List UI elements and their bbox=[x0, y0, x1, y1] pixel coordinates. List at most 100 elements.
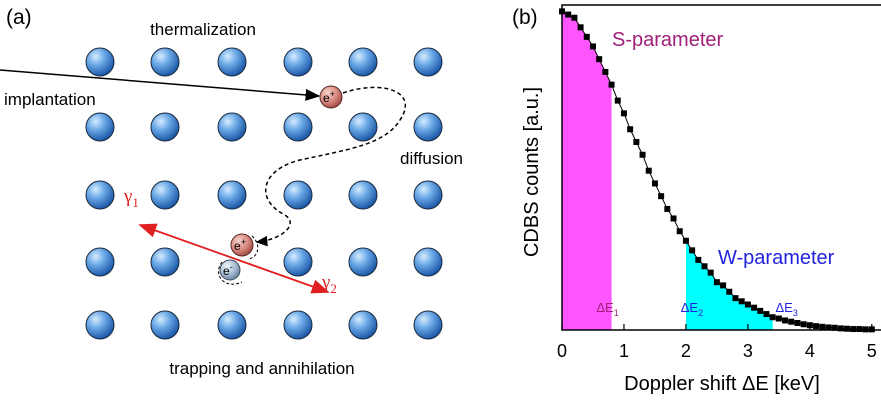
data-marker bbox=[819, 324, 825, 330]
lattice-atom bbox=[349, 48, 377, 76]
data-marker bbox=[702, 263, 708, 269]
lattice-atom bbox=[349, 248, 377, 276]
delta-text: ΔE bbox=[775, 300, 793, 315]
plot: S-parameterW-parameterΔE1ΔE2ΔE3012345 bbox=[557, 5, 881, 361]
data-marker bbox=[565, 12, 571, 18]
lattice-atom bbox=[86, 113, 114, 141]
lattice-atom bbox=[151, 48, 179, 76]
lattice-atom bbox=[284, 113, 312, 141]
lattice-atom bbox=[218, 113, 246, 141]
data-marker bbox=[633, 139, 639, 145]
diffusion-label: diffusion bbox=[400, 149, 463, 168]
data-marker bbox=[726, 289, 732, 295]
delta-label: ΔE3 bbox=[775, 300, 797, 318]
data-marker bbox=[590, 43, 596, 49]
data-marker bbox=[695, 257, 701, 263]
lattice-atom bbox=[151, 311, 179, 339]
lattice-atom bbox=[151, 113, 179, 141]
lattice-atom bbox=[349, 113, 377, 141]
electron-sup: - bbox=[230, 262, 233, 272]
delta-sub: 2 bbox=[698, 308, 703, 318]
data-marker bbox=[602, 69, 608, 75]
data-marker bbox=[671, 215, 677, 221]
lattice-atom bbox=[284, 181, 312, 209]
data-marker bbox=[689, 247, 695, 253]
delta-text: ΔE bbox=[681, 300, 699, 315]
gamma-sub: 1 bbox=[132, 195, 139, 210]
lattice-atom bbox=[349, 181, 377, 209]
lattice-atom bbox=[218, 48, 246, 76]
data-marker bbox=[571, 15, 577, 21]
data-marker bbox=[658, 193, 664, 199]
data-marker bbox=[776, 316, 782, 322]
positron-sup: + bbox=[330, 89, 335, 99]
lattice-atom bbox=[284, 311, 312, 339]
y-axis-label: CDBS counts [a.u.] bbox=[521, 87, 543, 257]
gamma-base: γ bbox=[321, 272, 330, 293]
region-label: W-parameter bbox=[718, 247, 835, 269]
data-marker bbox=[584, 34, 590, 40]
lattice-atom bbox=[86, 48, 114, 76]
lattice-atom bbox=[86, 181, 114, 209]
data-marker bbox=[609, 82, 615, 88]
lattice-atom bbox=[284, 248, 312, 276]
data-marker bbox=[732, 295, 738, 301]
data-marker bbox=[646, 168, 652, 174]
data-marker bbox=[751, 305, 757, 311]
data-marker bbox=[652, 180, 658, 186]
data-marker bbox=[757, 308, 763, 314]
data-marker bbox=[782, 317, 788, 323]
data-marker bbox=[794, 320, 800, 326]
lattice-atom bbox=[86, 311, 114, 339]
x-axis-label: Doppler shift ΔE [keV] bbox=[624, 373, 820, 395]
lattice-atom bbox=[414, 113, 442, 141]
x-tick-label: 2 bbox=[681, 341, 691, 361]
gamma-1-label: γ1 bbox=[123, 186, 139, 210]
data-marker bbox=[745, 302, 751, 308]
data-marker bbox=[788, 319, 794, 325]
data-marker bbox=[578, 24, 584, 30]
x-tick-label: 0 bbox=[557, 341, 567, 361]
data-marker bbox=[708, 270, 714, 276]
x-tick-label: 1 bbox=[619, 341, 629, 361]
thermalization-label: thermalization bbox=[150, 20, 256, 39]
data-marker bbox=[813, 323, 819, 329]
trapping-label: trapping and annihilation bbox=[169, 359, 354, 378]
gamma-base: γ bbox=[123, 186, 132, 207]
lattice-atom bbox=[414, 311, 442, 339]
gamma-sub: 2 bbox=[330, 281, 337, 296]
lattice-atom bbox=[218, 311, 246, 339]
lattice-atom bbox=[151, 181, 179, 209]
region-fill bbox=[562, 11, 612, 330]
lattice-atom bbox=[414, 181, 442, 209]
panel-label: (a) bbox=[6, 6, 32, 29]
lattice-atom bbox=[218, 181, 246, 209]
lattice-atom bbox=[284, 48, 312, 76]
data-marker bbox=[770, 314, 776, 320]
data-marker bbox=[720, 282, 726, 288]
lattice-atom bbox=[414, 248, 442, 276]
region-label: S-parameter bbox=[612, 29, 723, 51]
lattice-atom bbox=[86, 248, 114, 276]
delta-text: ΔE bbox=[596, 300, 614, 315]
data-marker bbox=[683, 238, 689, 244]
data-marker bbox=[596, 56, 602, 62]
lattice-atom bbox=[349, 311, 377, 339]
data-marker bbox=[714, 279, 720, 285]
figure: (a) thermalization implantation diffusio… bbox=[0, 0, 881, 403]
data-marker bbox=[640, 152, 646, 158]
data-marker bbox=[664, 206, 670, 212]
x-tick-label: 3 bbox=[743, 341, 753, 361]
data-marker bbox=[856, 326, 862, 332]
panel-label: (b) bbox=[512, 6, 538, 29]
data-marker bbox=[627, 126, 633, 132]
data-marker bbox=[801, 321, 807, 327]
data-marker bbox=[844, 326, 850, 332]
x-tick-label: 4 bbox=[805, 341, 815, 361]
implantation-label: implantation bbox=[4, 90, 96, 109]
data-marker bbox=[621, 110, 627, 116]
lattice-atom bbox=[151, 248, 179, 276]
diffusion-path bbox=[257, 87, 405, 242]
delta-sub: 3 bbox=[793, 308, 798, 318]
lattice-atom bbox=[414, 48, 442, 76]
